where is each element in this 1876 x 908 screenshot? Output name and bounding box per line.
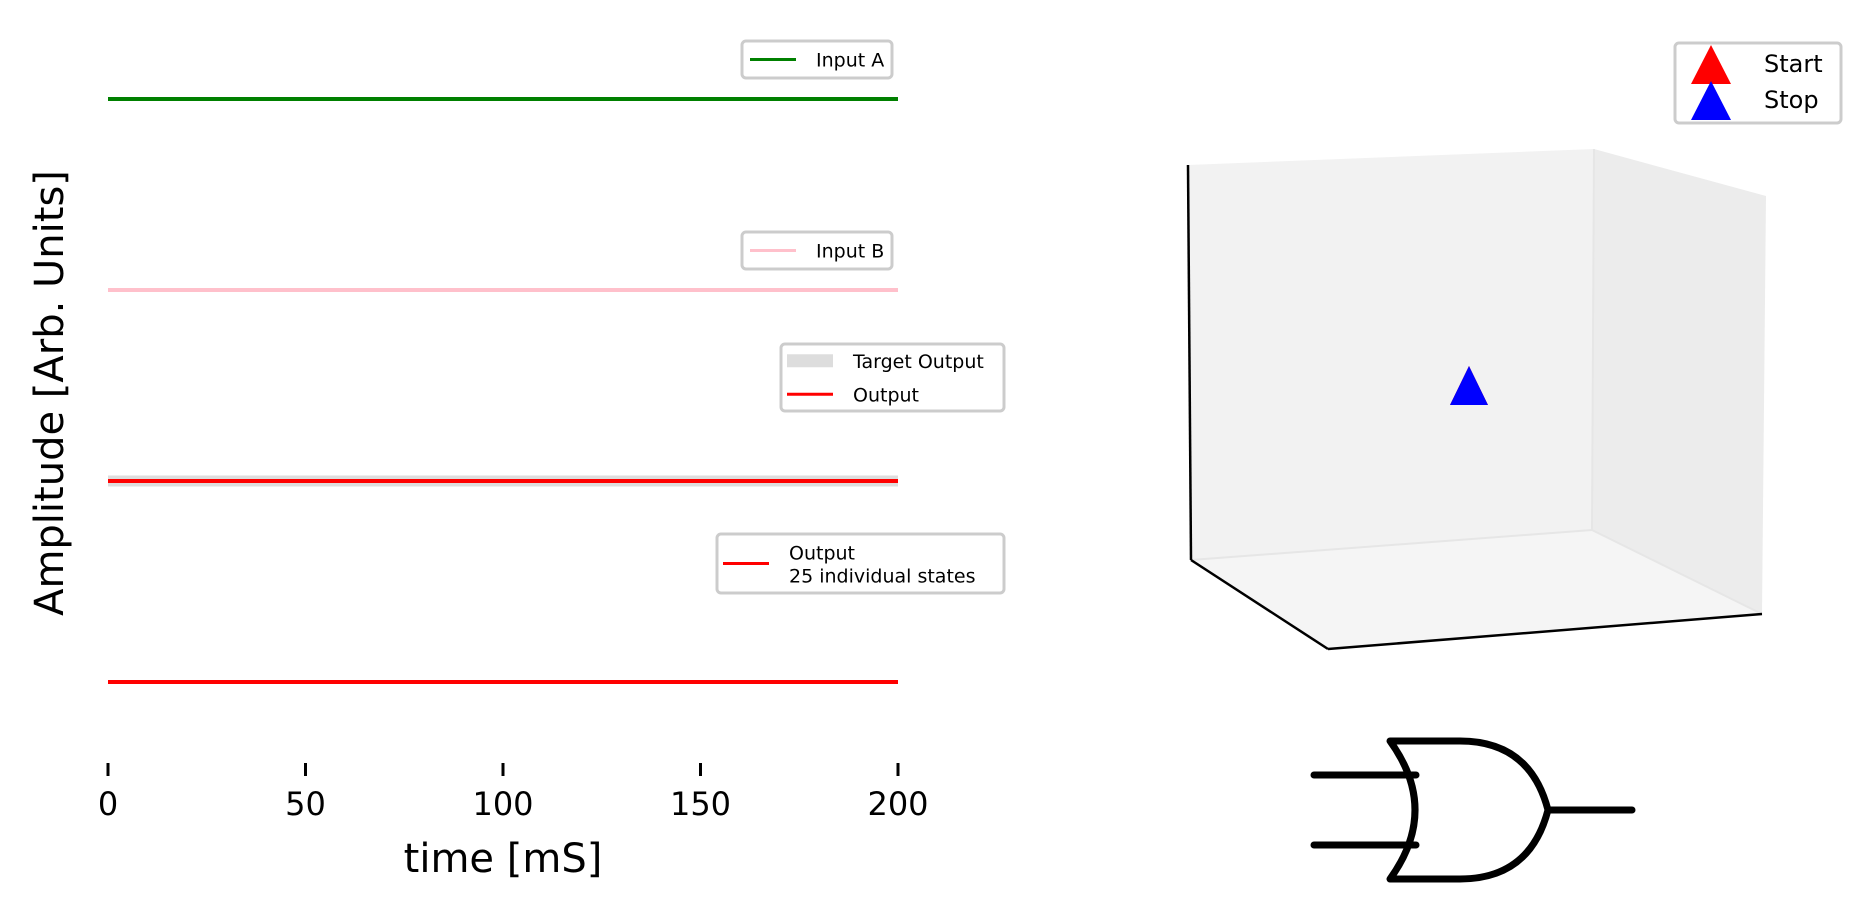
- legend-frame-panel-2: [740, 230, 894, 271]
- or-gate-icon: [1310, 737, 1636, 883]
- stop-legend-label: Stop: [1764, 86, 1819, 114]
- x-tick-label-1: 50: [285, 785, 326, 823]
- legend-label-panel-1-1: Input A: [816, 50, 884, 72]
- legend-label-panel-3-1: Target Output: [852, 351, 984, 373]
- pane-edge: [1591, 148, 1595, 531]
- stop-marker: [1450, 366, 1488, 405]
- line-chart: Input A Input B Target Output Output Output 2…: [27, 39, 1006, 882]
- z-axis-line: [1186, 164, 1193, 561]
- pane-floor: [1191, 530, 1762, 649]
- legend-label-panel-2-1: Input B: [816, 241, 884, 263]
- legend-frame-panel-3: [779, 342, 1006, 413]
- legend-panel-3: Target Output Output: [779, 342, 1006, 413]
- legend-frame-panel-4: [715, 532, 1006, 595]
- legend-label-panel-4-1: Output 25 individual states: [789, 543, 976, 588]
- legend-label-panel-3-2: Output: [853, 384, 919, 406]
- x-tick-label-2: 100: [472, 785, 533, 823]
- series-layer: [108, 97, 898, 684]
- x-axis-label: time [mS]: [404, 836, 603, 882]
- pane-back-right: [1592, 149, 1766, 614]
- x-tick-label-3: 150: [670, 785, 731, 823]
- legend-panel-4: Output 25 individual states: [715, 532, 1006, 595]
- pane-edge: [1591, 529, 1763, 615]
- x-axis: 0 50 100 150 200: [98, 763, 929, 823]
- start-legend-marker: [1691, 45, 1731, 84]
- scatter-3d-plot: Start Stop: [1186, 41, 1843, 651]
- legend-panel-2: Input B: [740, 230, 894, 271]
- x-axis-line: [1327, 612, 1763, 651]
- x-tick-label-0: 0: [98, 785, 118, 823]
- y-axis-label: Amplitude [Arb. Units]: [27, 170, 73, 616]
- legend-frame-panel-1: [740, 39, 894, 80]
- legend-panel-1: Input A: [740, 39, 894, 80]
- stop-legend-marker: [1691, 81, 1731, 120]
- start-legend-label: Start: [1764, 50, 1823, 78]
- scatter-legend: Start Stop: [1673, 41, 1843, 125]
- pane-edge: [1190, 529, 1593, 561]
- y-axis-line: [1190, 558, 1329, 651]
- x-tick-label-4: 200: [867, 785, 928, 823]
- legend-layer: Input A Input B Target Output Output Output 2…: [715, 39, 1006, 595]
- pane-back-left: [1188, 149, 1594, 560]
